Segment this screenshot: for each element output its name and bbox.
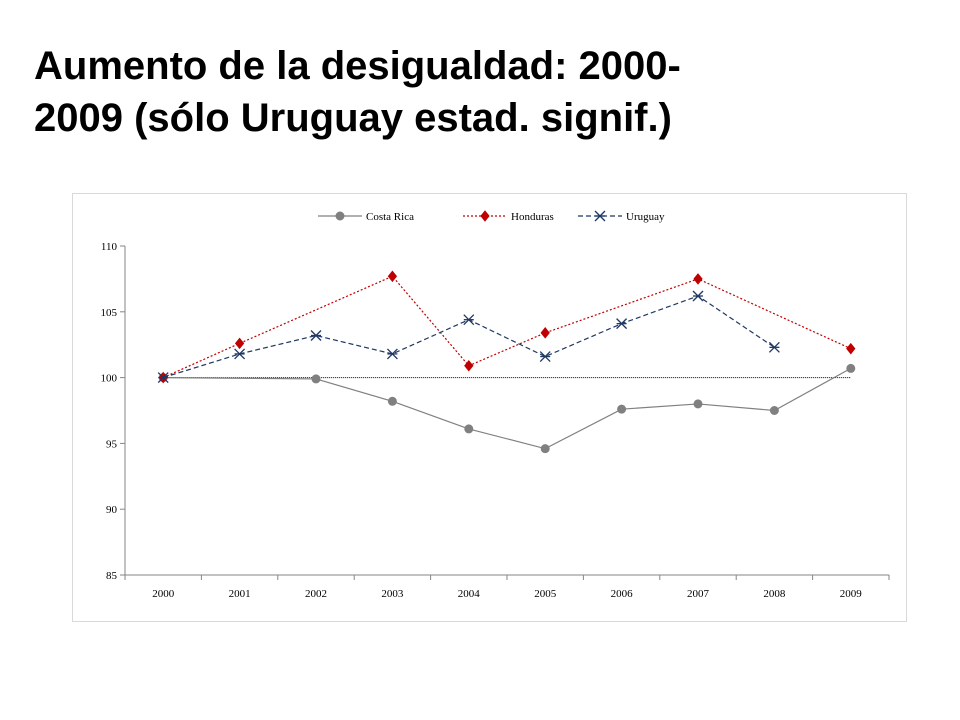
data-point-honduras [846, 342, 856, 355]
data-point-honduras [234, 337, 245, 350]
x-tick-label: 2005 [534, 588, 557, 600]
data-point-costa-rica [693, 399, 703, 409]
y-tick-label: 90 [106, 504, 118, 516]
legend-label-honduras: Honduras [511, 211, 554, 223]
data-point-costa-rica [387, 396, 397, 406]
data-point-uruguay [768, 341, 780, 353]
data-point-uruguay [616, 318, 628, 330]
slide-title: Aumento de la desigualdad: 2000- 2009 (s… [34, 40, 894, 144]
x-tick-label: 2009 [840, 588, 863, 600]
x-tick-label: 2000 [152, 588, 175, 600]
x-tick-label: 2007 [687, 588, 710, 600]
data-point-uruguay [157, 372, 169, 384]
legend-marker-uruguay [594, 210, 606, 222]
y-tick-label: 95 [106, 438, 118, 450]
y-tick-label: 105 [101, 307, 118, 319]
y-tick-label: 100 [101, 373, 118, 385]
x-tick-label: 2003 [381, 588, 404, 600]
x-tick-label: 2006 [611, 588, 634, 600]
legend-marker-costa-rica [335, 211, 345, 221]
data-point-costa-rica [464, 424, 474, 434]
data-point-honduras [387, 270, 398, 283]
data-point-uruguay [539, 351, 551, 363]
slide-title-line-1: Aumento de la desigualdad: 2000- [34, 44, 681, 88]
data-point-uruguay [310, 330, 322, 341]
legend-label-uruguay: Uruguay [626, 211, 665, 223]
data-point-honduras [540, 327, 550, 339]
series-line-costa-rica [163, 367, 852, 450]
data-point-costa-rica [311, 374, 321, 384]
data-point-honduras [693, 273, 703, 285]
data-point-uruguay [692, 290, 704, 302]
data-point-costa-rica [846, 363, 856, 373]
data-point-costa-rica [617, 404, 627, 414]
legend-label-costa-rica: Costa Rica [366, 211, 414, 223]
x-tick-label: 2008 [763, 588, 786, 600]
x-tick-label: 2004 [458, 588, 481, 600]
data-point-uruguay [463, 314, 475, 326]
chart-frame: 85 90 95 100 105 110 2000 2001 2002 2003 2004 2005 2… [72, 193, 907, 622]
y-tick-label: 85 [106, 570, 118, 582]
data-point-honduras [464, 359, 474, 372]
data-point-costa-rica [769, 406, 779, 415]
x-tick-label: 2001 [229, 588, 251, 600]
data-point-uruguay [386, 348, 398, 360]
y-tick-label: 110 [101, 241, 118, 253]
series-line-honduras [162, 275, 852, 379]
slide-title-line-2: 2009 (sólo Uruguay estad. signif.) [34, 96, 672, 140]
data-point-uruguay [234, 348, 246, 360]
line-chart: 85 90 95 100 105 110 2000 2001 2002 2003 2004 2005 2… [101, 210, 890, 600]
x-tick-label: 2002 [305, 588, 327, 600]
legend-marker-honduras [480, 210, 490, 222]
data-point-costa-rica [540, 444, 550, 454]
